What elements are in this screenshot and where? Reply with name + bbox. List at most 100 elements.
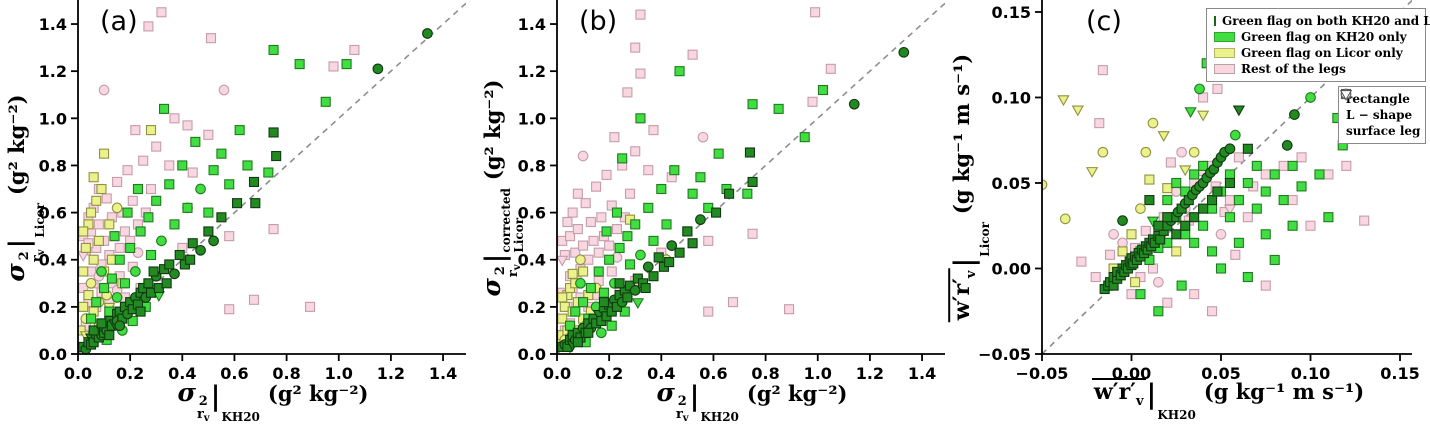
scatter-point xyxy=(1278,160,1289,171)
scatter-point xyxy=(562,216,573,228)
scatter-point xyxy=(711,207,722,218)
sigma-symbol: σ xyxy=(177,378,196,407)
scatter-point xyxy=(224,304,235,315)
scatter-point xyxy=(1314,169,1325,180)
scatter-point xyxy=(111,292,123,303)
scatter-point xyxy=(208,165,219,176)
sigma-symbol: σ xyxy=(656,378,675,407)
scatter-point xyxy=(635,113,646,124)
scatter-point xyxy=(642,261,654,273)
scatter-point xyxy=(114,254,125,265)
scatter-point xyxy=(208,235,219,247)
scatter-point xyxy=(372,63,384,75)
scatter-point xyxy=(169,268,180,280)
scatter-point xyxy=(593,266,604,277)
scatter-point xyxy=(1042,179,1048,191)
scatter-point xyxy=(1287,160,1298,171)
scatter-point xyxy=(130,266,141,277)
scatter-point xyxy=(606,320,617,331)
scatter-point xyxy=(630,42,641,53)
y-tick-label: 1.4 xyxy=(39,15,67,34)
scatter-point xyxy=(1207,203,1218,214)
scatter-point xyxy=(125,242,136,253)
scatter-point xyxy=(570,306,581,317)
scatter-point xyxy=(1140,146,1152,158)
scatter-point xyxy=(263,167,274,178)
scatter-point xyxy=(1189,169,1200,180)
scatter-point xyxy=(1242,212,1253,223)
scatter-point xyxy=(1323,169,1334,180)
scatter-point xyxy=(1224,177,1236,189)
x-tick-label: 1.0 xyxy=(804,364,832,383)
scatter-point xyxy=(1341,160,1352,171)
y-tick-label: 0.8 xyxy=(518,156,546,175)
scatter-point xyxy=(145,249,157,261)
scatter-point xyxy=(1097,146,1109,158)
scatter-point xyxy=(218,84,230,96)
scatter-point xyxy=(205,33,217,44)
scatter-point xyxy=(88,254,99,265)
scatter-point xyxy=(1157,131,1170,143)
scatter-point xyxy=(606,200,617,211)
scatter-point xyxy=(1278,195,1289,206)
scatter-point xyxy=(687,238,698,249)
scatter-point xyxy=(1094,118,1105,129)
scatter-point xyxy=(145,125,157,136)
scatter-point xyxy=(1189,237,1200,248)
scatter-point xyxy=(575,277,586,289)
y-tick-label: 1.0 xyxy=(518,109,546,128)
scatter-point xyxy=(1233,195,1244,206)
scatter-point xyxy=(596,212,607,223)
scatter-point xyxy=(1296,181,1307,192)
scatter-point xyxy=(96,318,107,329)
scatter-point xyxy=(1196,110,1210,122)
scatter-point xyxy=(629,285,641,296)
scatter-point xyxy=(1189,212,1200,223)
scatter-point xyxy=(1153,220,1164,231)
scatter-point xyxy=(91,297,102,308)
scatter-point xyxy=(1339,90,1353,101)
scatter-point xyxy=(109,231,120,242)
scatter-point xyxy=(643,202,654,213)
panel-c-y-axis-label: w′r′v| Licor (g kg⁻¹ m s⁻¹) xyxy=(948,53,993,323)
scatter-point xyxy=(1180,220,1191,231)
scatter-point xyxy=(1104,249,1116,260)
scatter-point xyxy=(1144,174,1155,185)
x-tick-label: 0.2 xyxy=(116,364,144,383)
x-tick-label: 1.0 xyxy=(325,364,353,383)
scatter-point xyxy=(1212,83,1223,94)
x-tick-label: −0.05 xyxy=(1016,364,1069,383)
scatter-point xyxy=(268,127,279,138)
panel-a-letter: (a) xyxy=(100,6,138,37)
scatter-point xyxy=(1090,271,1101,283)
scatter-point xyxy=(122,207,133,218)
panel-c-letter: (c) xyxy=(1086,6,1122,37)
scatter-point xyxy=(1076,256,1087,267)
scatter-point xyxy=(203,207,214,218)
scatter-point xyxy=(268,44,279,56)
scatter-point xyxy=(567,207,578,218)
scatter-point xyxy=(1108,228,1119,240)
scatter-point xyxy=(593,247,604,258)
scatter-point xyxy=(93,235,104,246)
scatter-point xyxy=(1305,92,1316,103)
legend-flags-item: Green flag on both KH20 and Licor xyxy=(1214,13,1430,29)
scatter-point xyxy=(234,125,245,136)
panel-a-plot-area xyxy=(78,2,466,354)
legend-flags-item: Rest of the legs xyxy=(1214,61,1418,77)
series-both xyxy=(1099,105,1300,295)
scatter-point xyxy=(817,84,829,96)
panel-c-x-axis-label: w′r′v | KH20 (g kg⁻¹ m s⁻¹) xyxy=(1091,378,1365,422)
scatter-point xyxy=(187,167,198,178)
scatter-point xyxy=(145,183,157,195)
legend-flags-item: Green flag on KH20 only xyxy=(1214,29,1418,45)
scatter-point xyxy=(1184,107,1197,119)
sigma-symbol: σ xyxy=(476,278,506,297)
y-tick-label: 0.4 xyxy=(39,251,67,270)
scatter-point xyxy=(1281,140,1293,151)
scatter-point xyxy=(617,153,628,164)
y-tick-label: 0.00 xyxy=(992,259,1031,278)
y-tick-label: 0.2 xyxy=(518,298,546,317)
scatter-point xyxy=(747,228,758,239)
